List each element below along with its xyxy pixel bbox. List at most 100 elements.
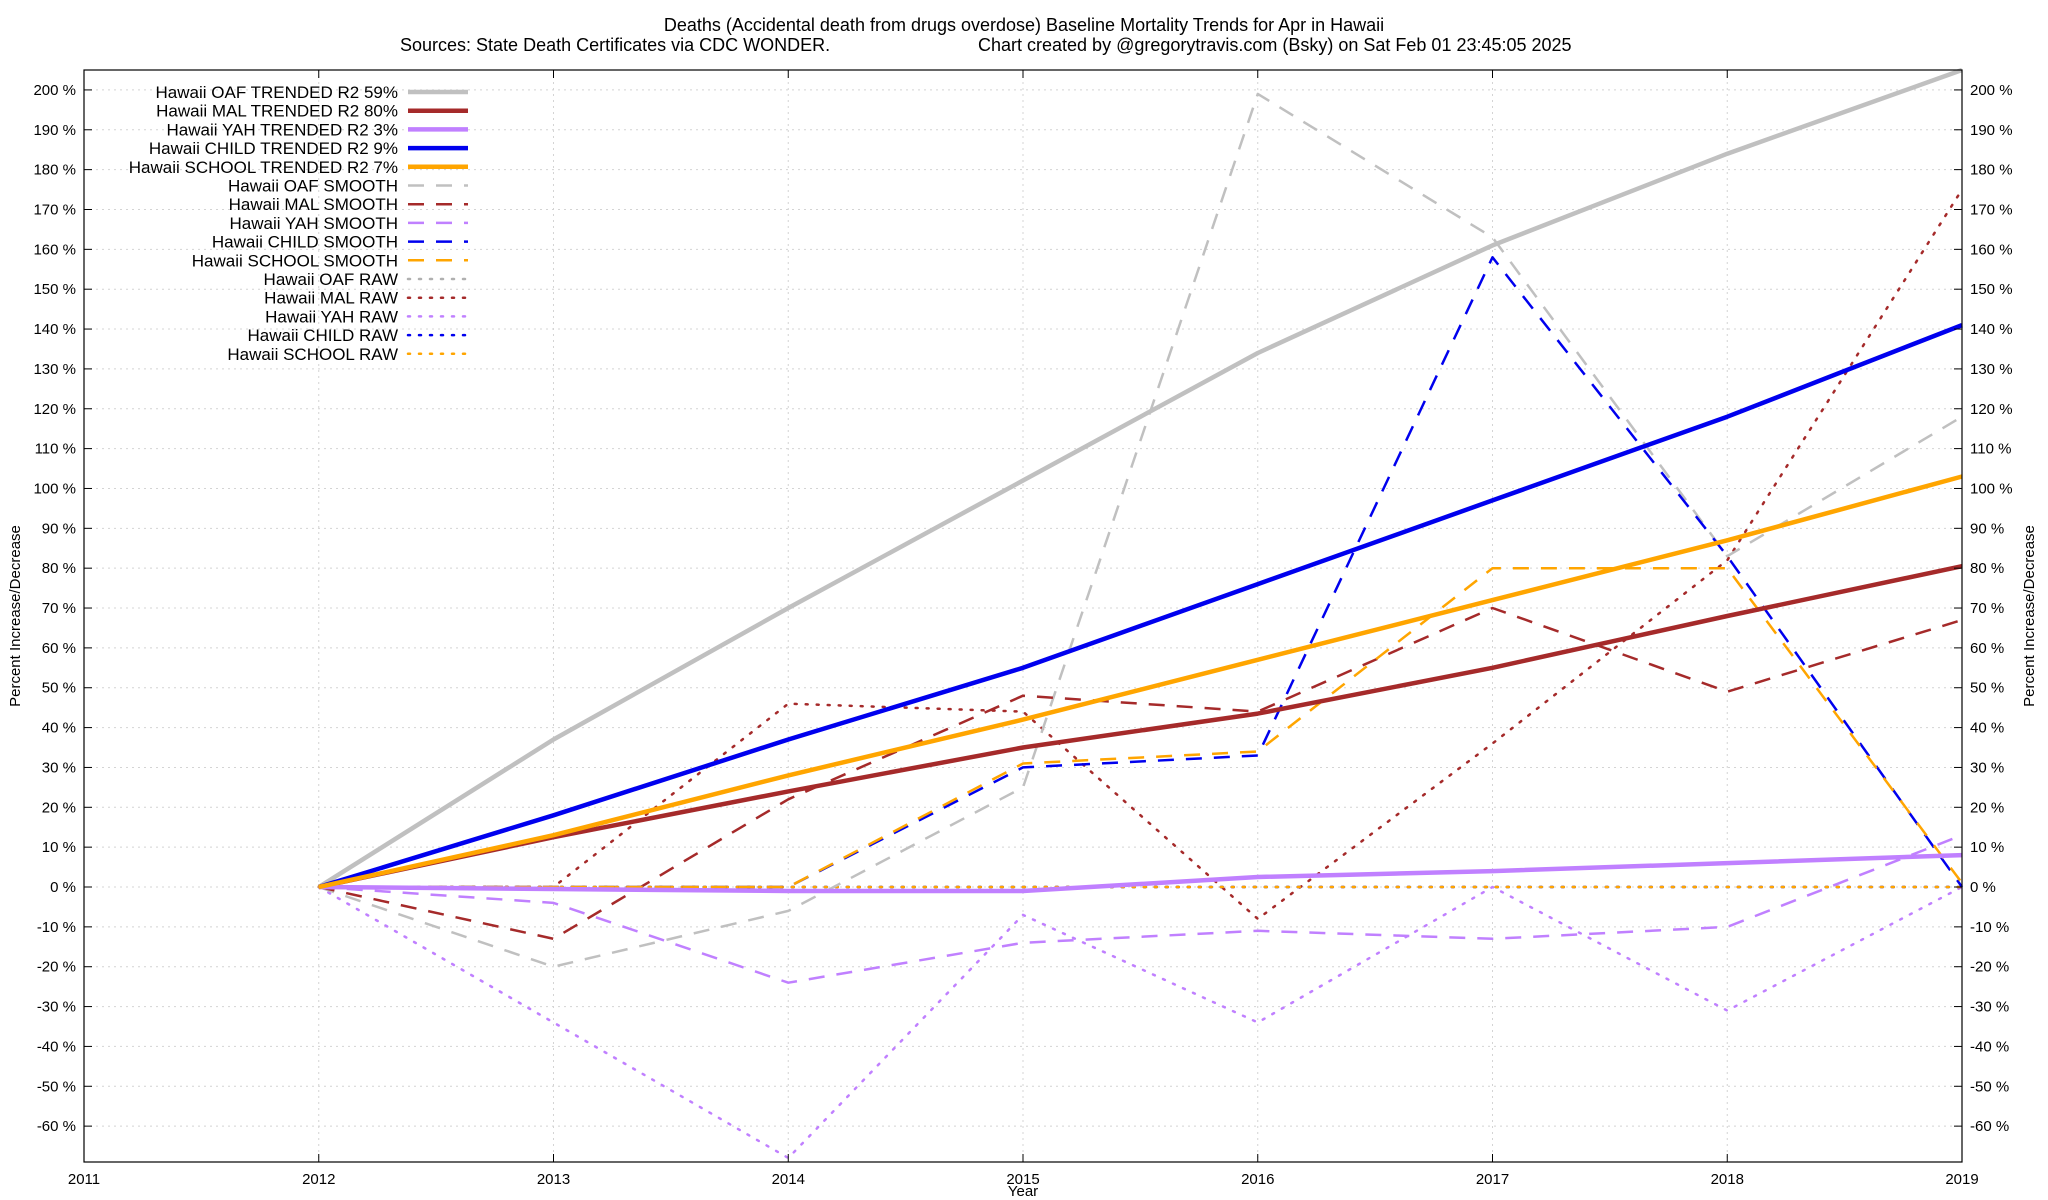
y-axis-label: Percent Increase/Decrease bbox=[7, 525, 24, 707]
y-tick-label: 170 % bbox=[33, 201, 76, 218]
y2-tick-label: 150 % bbox=[1970, 281, 2013, 298]
y-tick-label: 200 % bbox=[33, 82, 76, 99]
y2-tick-label: 30 % bbox=[1970, 759, 2004, 776]
series-line-4 bbox=[318, 474, 1963, 890]
chart-title: Deaths (Accidental death from drugs over… bbox=[664, 15, 1384, 35]
x-tick-label: 2018 bbox=[1711, 1171, 1744, 1188]
y2-tick-label: 90 % bbox=[1970, 520, 2004, 537]
series-line-1 bbox=[318, 563, 1963, 890]
y-tick-label: 160 % bbox=[33, 241, 76, 258]
y2-tick-label: -60 % bbox=[1970, 1118, 2009, 1135]
axis-ticks: -60 % -60 % -50 % -50 % -40 % -40 % -30 % -30 %… bbox=[33, 70, 2013, 1188]
y2-tick-label: 70 % bbox=[1970, 600, 2004, 617]
y2-tick-label: 120 % bbox=[1970, 401, 2013, 418]
y-tick-label: 100 % bbox=[33, 480, 76, 497]
y-tick-label: 90 % bbox=[42, 520, 76, 537]
y2-tick-label: 130 % bbox=[1970, 361, 2013, 378]
y-tick-label: 60 % bbox=[42, 640, 76, 657]
y-tick-label: -10 % bbox=[37, 919, 76, 936]
y-tick-label: -50 % bbox=[37, 1078, 76, 1095]
y-tick-label: 30 % bbox=[42, 759, 76, 776]
series-line-0 bbox=[317, 67, 1963, 889]
series-line-5 bbox=[318, 92, 1963, 968]
y-tick-label: 0 % bbox=[50, 879, 76, 896]
y2-tick-label: -20 % bbox=[1970, 959, 2009, 976]
y-tick-label: 70 % bbox=[42, 600, 76, 617]
y2-tick-label: 190 % bbox=[1970, 122, 2013, 139]
series-lines bbox=[317, 67, 1964, 1160]
legend-label-10: Hawaii OAF RAW bbox=[264, 270, 398, 289]
y-tick-label: 20 % bbox=[42, 799, 76, 816]
x-tick-label: 2016 bbox=[1241, 1171, 1274, 1188]
y2-tick-label: -30 % bbox=[1970, 999, 2009, 1016]
series-line-11 bbox=[317, 188, 1964, 921]
y-tick-label: 80 % bbox=[42, 560, 76, 577]
y2-tick-label: 10 % bbox=[1970, 839, 2004, 856]
y2-tick-label: 0 % bbox=[1970, 879, 1996, 896]
y-tick-label: 190 % bbox=[33, 122, 76, 139]
series-line-8 bbox=[318, 256, 1964, 889]
legend-label-12: Hawaii YAH RAW bbox=[265, 307, 398, 326]
legend-label-0: Hawaii OAF TRENDED R2 59% bbox=[156, 83, 398, 102]
x-tick-label: 2017 bbox=[1476, 1171, 1509, 1188]
y-tick-label: 40 % bbox=[42, 720, 76, 737]
y-tick-label: 50 % bbox=[42, 680, 76, 697]
y-tick-label: -30 % bbox=[37, 999, 76, 1016]
y2-tick-label: -50 % bbox=[1970, 1078, 2009, 1095]
legend-label-11: Hawaii MAL RAW bbox=[264, 289, 398, 308]
y-tick-label: -40 % bbox=[37, 1038, 76, 1055]
legend-label-3: Hawaii CHILD TRENDED R2 9% bbox=[149, 139, 398, 158]
y2-tick-label: 100 % bbox=[1970, 480, 2013, 497]
y2-tick-label: 80 % bbox=[1970, 560, 2004, 577]
legend-label-1: Hawaii MAL TRENDED R2 80% bbox=[156, 102, 398, 121]
x-tick-label: 2013 bbox=[537, 1171, 570, 1188]
y-tick-label: 180 % bbox=[33, 162, 76, 179]
y2-tick-label: 180 % bbox=[1970, 162, 2013, 179]
legend-label-2: Hawaii YAH TRENDED R2 3% bbox=[167, 120, 398, 139]
y2-tick-label: 140 % bbox=[1970, 321, 2013, 338]
legend: Hawaii OAF TRENDED R2 59%Hawaii MAL TREN… bbox=[129, 83, 470, 364]
y2-tick-label: 200 % bbox=[1970, 82, 2013, 99]
y2-tick-label: -40 % bbox=[1970, 1038, 2009, 1055]
chart-subtitle-sources: Sources: State Death Certificates via CD… bbox=[400, 35, 830, 55]
y2-tick-label: 160 % bbox=[1970, 241, 2013, 258]
series-line-9 bbox=[318, 566, 1964, 889]
y-tick-label: 130 % bbox=[33, 361, 76, 378]
legend-label-5: Hawaii OAF SMOOTH bbox=[228, 177, 398, 196]
x-tick-label: 2019 bbox=[1945, 1171, 1978, 1188]
legend-label-4: Hawaii SCHOOL TRENDED R2 7% bbox=[129, 158, 398, 177]
series-line-2 bbox=[318, 852, 1963, 894]
y2-tick-label: 170 % bbox=[1970, 201, 2013, 218]
legend-label-13: Hawaii CHILD RAW bbox=[247, 326, 398, 345]
y-tick-label: 120 % bbox=[33, 401, 76, 418]
y2-axis-label: Percent Increase/Decrease bbox=[2021, 525, 2038, 707]
legend-label-14: Hawaii SCHOOL RAW bbox=[227, 345, 398, 364]
y-tick-label: 110 % bbox=[35, 441, 76, 458]
series-line-3 bbox=[318, 323, 1963, 890]
legend-label-8: Hawaii CHILD SMOOTH bbox=[212, 233, 398, 252]
y-tick-label: -20 % bbox=[37, 959, 76, 976]
x-tick-label: 2014 bbox=[772, 1171, 805, 1188]
y2-tick-label: 50 % bbox=[1970, 680, 2004, 697]
x-tick-label: 2015 bbox=[1006, 1171, 1039, 1188]
y2-tick-label: 20 % bbox=[1970, 799, 2004, 816]
legend-label-9: Hawaii SCHOOL SMOOTH bbox=[192, 251, 398, 270]
y-tick-label: 10 % bbox=[42, 839, 76, 856]
y2-tick-label: -10 % bbox=[1970, 919, 2009, 936]
x-axis-label: Year bbox=[1008, 1183, 1038, 1200]
series-line-12 bbox=[317, 885, 1964, 1160]
y2-tick-label: 110 % bbox=[1970, 441, 2011, 458]
legend-label-6: Hawaii MAL SMOOTH bbox=[229, 195, 398, 214]
x-tick-label: 2012 bbox=[302, 1171, 335, 1188]
y-tick-label: 140 % bbox=[33, 321, 76, 338]
chart-subtitle-credit: Chart created by @gregorytravis.com (Bsk… bbox=[978, 35, 1572, 55]
y2-tick-label: 40 % bbox=[1970, 720, 2004, 737]
series-line-7 bbox=[318, 834, 1963, 984]
series-line-6 bbox=[318, 606, 1963, 941]
legend-label-7: Hawaii YAH SMOOTH bbox=[230, 214, 398, 233]
y-tick-label: 150 % bbox=[33, 281, 76, 298]
y2-tick-label: 60 % bbox=[1970, 640, 2004, 657]
x-tick-label: 2011 bbox=[68, 1171, 100, 1188]
y-tick-label: -60 % bbox=[37, 1118, 76, 1135]
